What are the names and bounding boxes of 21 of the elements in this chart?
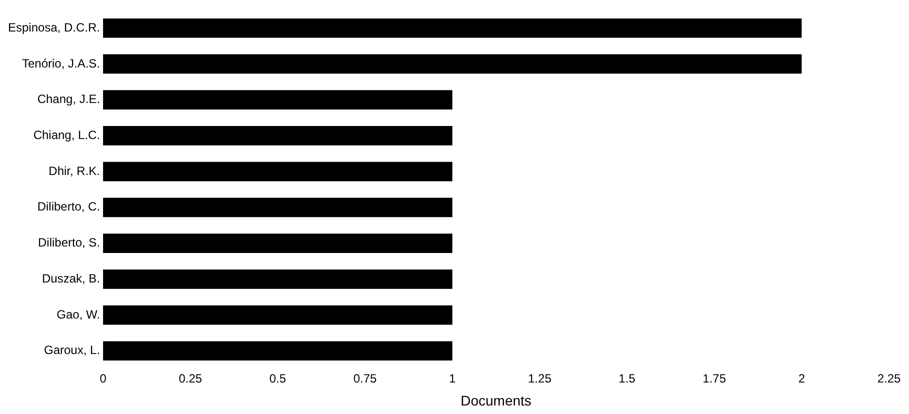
x-tick-label: 0 [100,371,107,386]
x-tick-label: 0.75 [353,371,378,386]
y-tick-label: Dhir, R.K. [48,164,100,178]
x-tick-label: 1.75 [702,371,726,386]
x-tick-label: 1.25 [528,371,552,386]
x-tick-label: 1 [449,371,456,386]
x-axis-title: Documents [460,392,532,408]
y-tick-label: Espinosa, D.C.R. [8,20,100,34]
y-tick-label: Chang, J.E. [37,92,100,106]
y-tick-label: Duszak, B. [42,271,100,286]
y-tick-label: Garoux, L. [44,343,100,358]
x-tick-label: 2.25 [877,371,901,386]
y-tick-label: Tenório, J.A.S. [22,56,100,70]
y-tick-label: Diliberto, S. [38,236,100,250]
x-tick-label: 0.5 [269,371,286,386]
y-tick-label: Chiang, L.C. [33,128,100,142]
x-tick-label: 2 [798,371,806,386]
y-tick-label: Gao, W. [56,307,100,322]
y-tick-label: Diliberto, C. [37,200,100,214]
x-tick-label: 1.5 [618,371,636,386]
x-tick-label: 0.25 [178,371,202,386]
